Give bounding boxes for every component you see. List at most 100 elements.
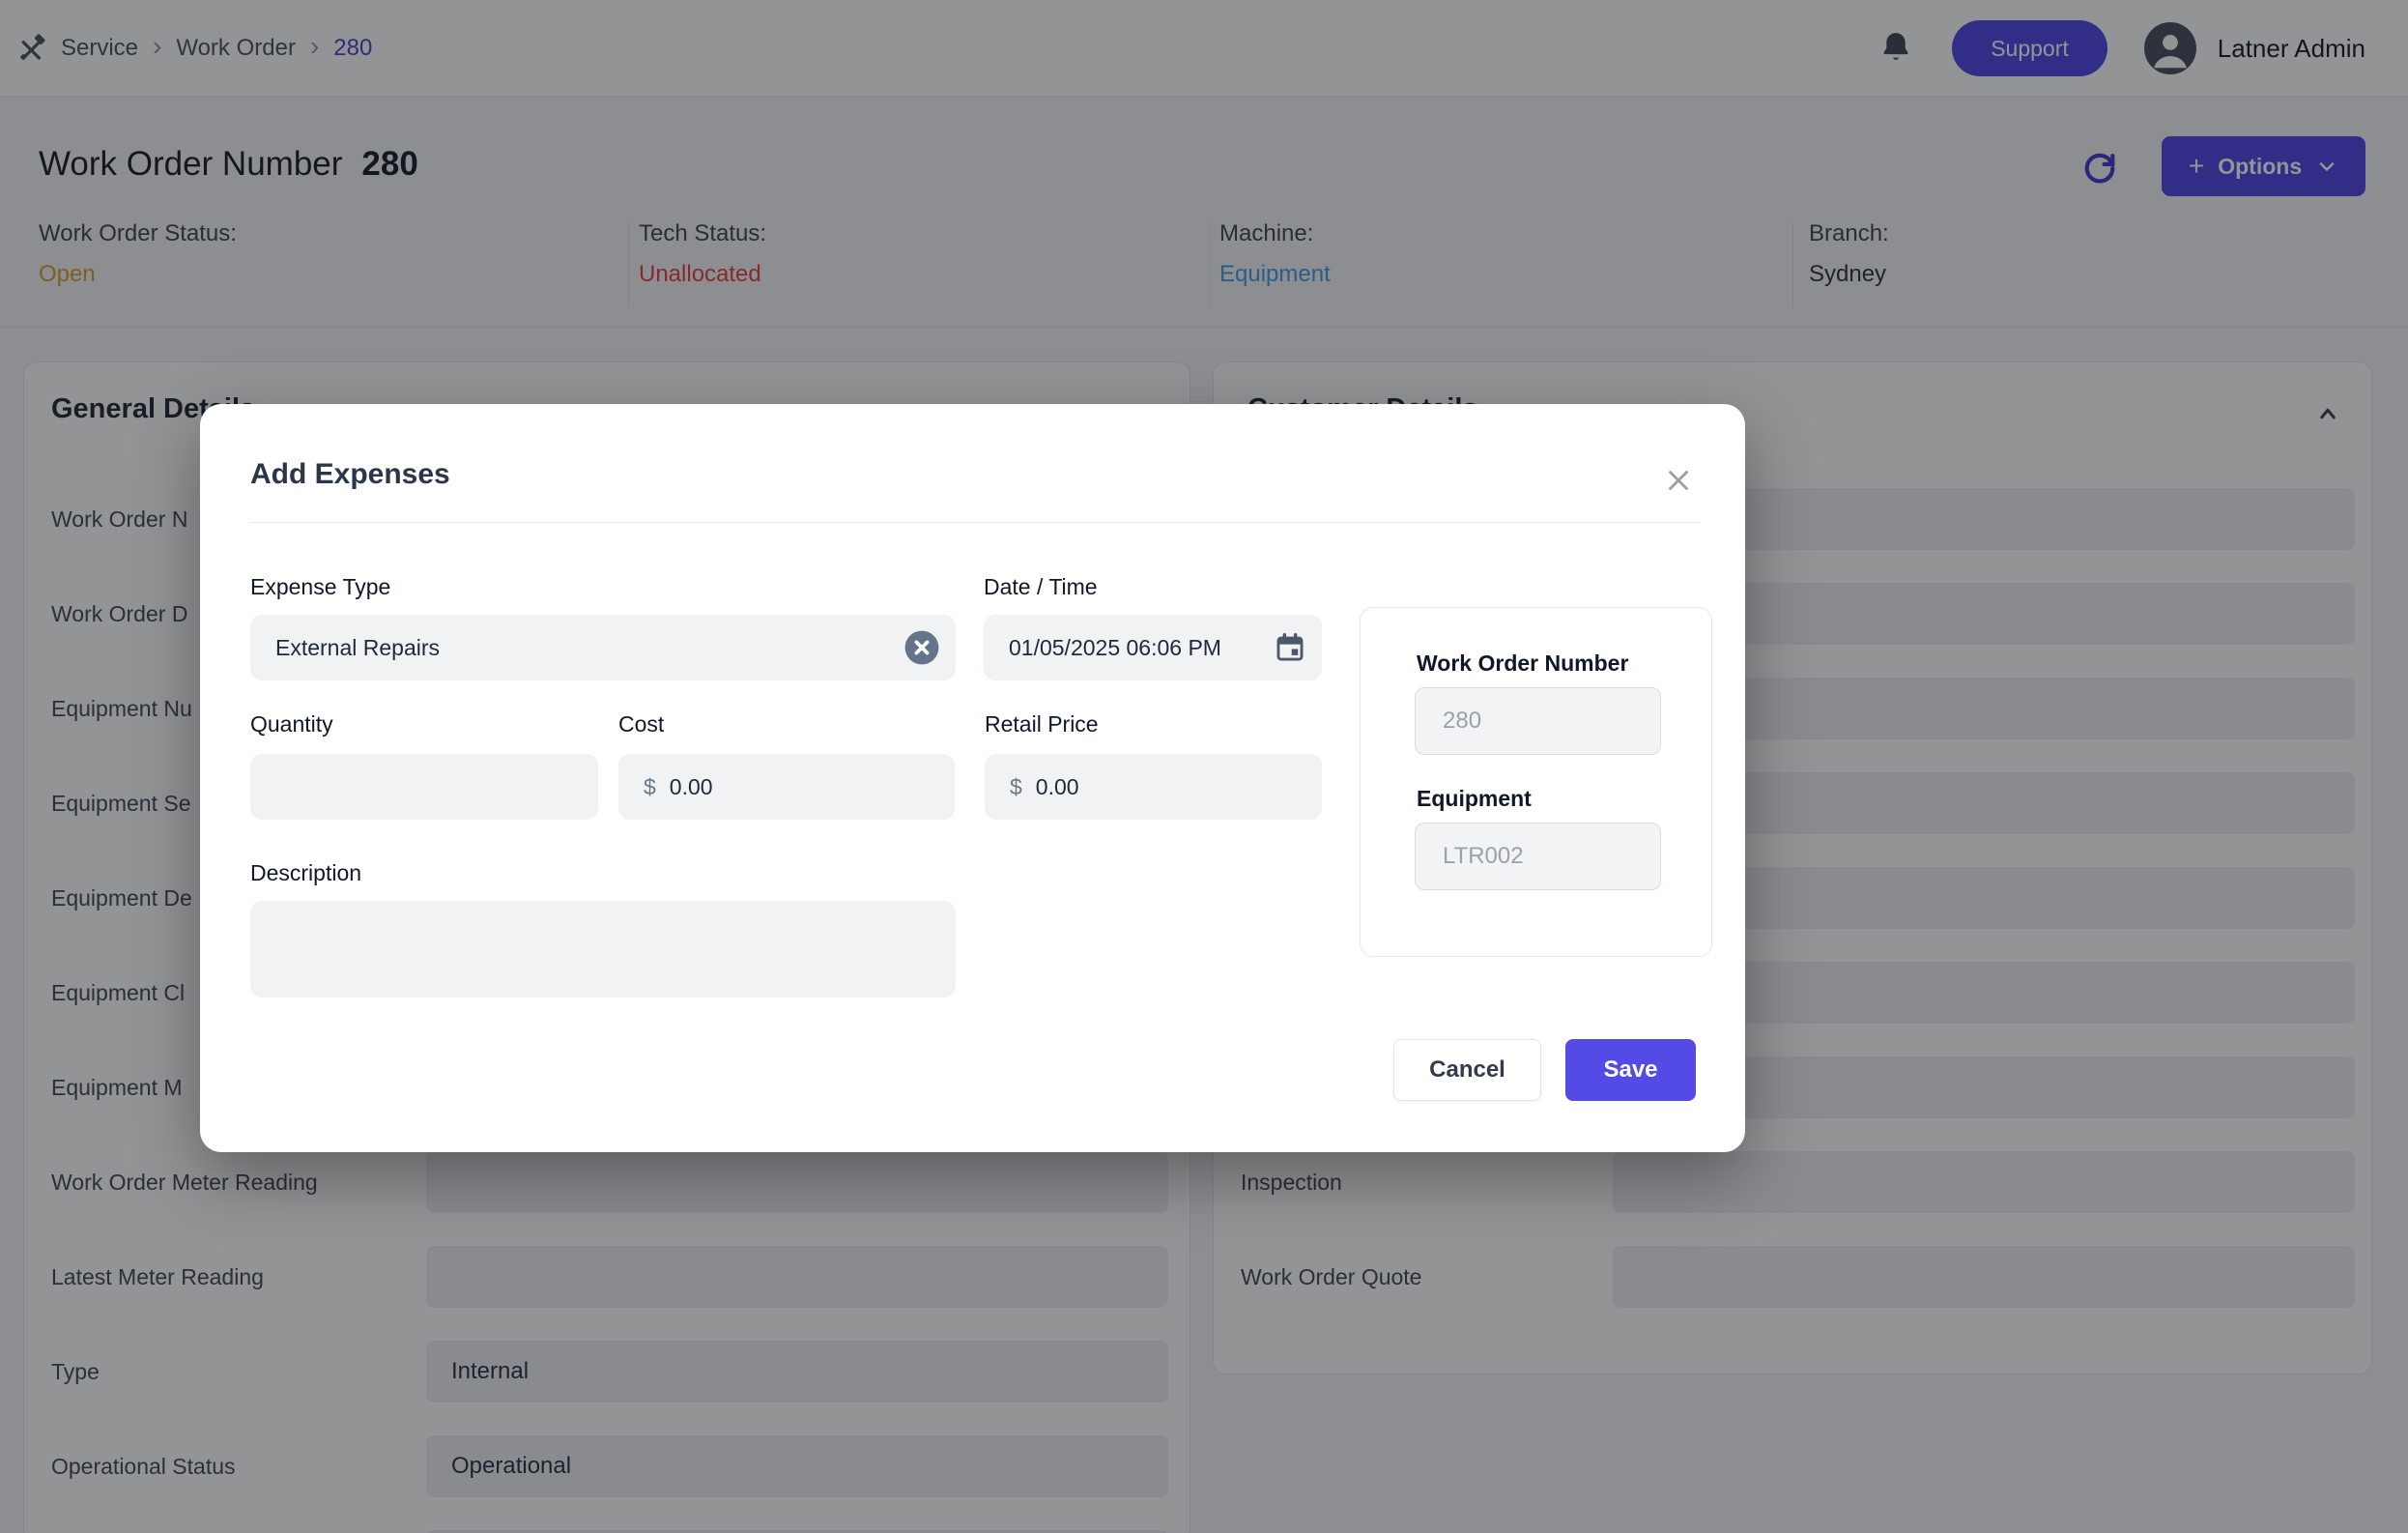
row-value-pill bbox=[1613, 1151, 2355, 1213]
status-label: Branch: bbox=[1809, 220, 1889, 246]
save-button[interactable]: Save bbox=[1565, 1039, 1696, 1101]
breadcrumb-separator: › bbox=[153, 31, 162, 61]
date-time-input[interactable]: 01/05/2025 06:06 PM bbox=[984, 615, 1322, 680]
summary-equipment-label: Equipment bbox=[1417, 786, 1532, 811]
summary-work-order-number-input: 280 bbox=[1415, 687, 1661, 755]
row-label: Equipment Se bbox=[51, 790, 191, 816]
refresh-icon bbox=[2079, 147, 2120, 188]
chevron-up-icon bbox=[2313, 399, 2342, 428]
expense-type-input[interactable]: External Repairs bbox=[250, 615, 956, 680]
date-time-label: Date / Time bbox=[984, 574, 1098, 599]
quantity-input[interactable] bbox=[250, 754, 598, 820]
row-label: Equipment Cl bbox=[51, 979, 186, 1005]
expense-type-label: Expense Type bbox=[250, 574, 391, 599]
row-label: Work Order Meter Reading bbox=[51, 1169, 318, 1195]
detail-row bbox=[24, 1530, 1190, 1533]
currency-prefix: $ bbox=[644, 773, 656, 799]
row-label: Work Order N bbox=[51, 506, 188, 532]
cost-label: Cost bbox=[618, 711, 665, 737]
row-value-pill bbox=[426, 1151, 1168, 1213]
topbar-actions: Support Latner Admin bbox=[1877, 0, 2365, 97]
topbar: Service › Work Order › 280 Support bbox=[0, 0, 2408, 97]
options-button[interactable]: + Options bbox=[2162, 136, 2365, 196]
row-label: Type bbox=[51, 1358, 100, 1384]
row-label: Work Order D bbox=[51, 600, 188, 626]
row-value-pill bbox=[1613, 1246, 2355, 1308]
detail-row: Work Order Meter Reading bbox=[24, 1151, 1190, 1213]
work-order-number: 280 bbox=[361, 145, 418, 183]
breadcrumb: Service › Work Order › 280 bbox=[17, 0, 372, 97]
detail-row: Operational Status Operational bbox=[24, 1435, 1190, 1497]
avatar bbox=[2143, 22, 2196, 74]
row-label: Inspection bbox=[1241, 1169, 1342, 1195]
detail-row-work-order-quote: Work Order Quote bbox=[1214, 1246, 2371, 1308]
summary-work-order-number-label: Work Order Number bbox=[1417, 651, 1629, 676]
status-value-branch: Sydney bbox=[1809, 261, 1887, 287]
retail-price-value: 0.00 bbox=[1035, 773, 1079, 799]
modal-title: Add Expenses bbox=[250, 458, 450, 490]
date-time-value: 01/05/2025 06:06 PM bbox=[1009, 634, 1221, 660]
bell-icon[interactable] bbox=[1877, 29, 1915, 68]
user-menu[interactable]: Latner Admin bbox=[2143, 22, 2365, 74]
breadcrumb-item-service[interactable]: Service bbox=[61, 35, 139, 61]
summary-equipment-input: LTR002 bbox=[1415, 823, 1661, 890]
status-label: Tech Status: bbox=[639, 220, 767, 246]
close-button[interactable] bbox=[1662, 464, 1695, 497]
refresh-button[interactable] bbox=[2079, 147, 2120, 188]
retail-price-label: Retail Price bbox=[985, 711, 1099, 737]
breadcrumb-item-current[interactable]: 280 bbox=[333, 35, 373, 61]
summary-card: Work Order Number 280 Equipment LTR002 bbox=[1360, 607, 1712, 957]
page-title: Work Order Number bbox=[39, 145, 343, 183]
description-input[interactable] bbox=[250, 901, 956, 998]
status-tech: Tech Status: Unallocated bbox=[639, 220, 766, 288]
status-value-open: Open bbox=[39, 261, 96, 287]
expense-type-value: External Repairs bbox=[275, 634, 441, 660]
tools-icon bbox=[17, 34, 46, 63]
status-label: Machine: bbox=[1219, 220, 1314, 246]
breadcrumb-item-work-order[interactable]: Work Order bbox=[176, 35, 296, 61]
row-value-pill: Internal bbox=[426, 1341, 1168, 1403]
divider bbox=[250, 522, 1701, 523]
collapse-button[interactable] bbox=[2313, 399, 2342, 428]
page-title-row: Work Order Number 280 bbox=[39, 145, 418, 184]
retail-price-input[interactable]: $ 0.00 bbox=[985, 754, 1322, 820]
status-work-order: Work Order Status: Open bbox=[39, 220, 237, 288]
divider bbox=[0, 327, 2408, 328]
status-bar: Work Order Status: Open Tech Status: Una… bbox=[0, 220, 2408, 327]
row-label: Latest Meter Reading bbox=[51, 1263, 264, 1289]
status-branch: Branch: Sydney bbox=[1809, 220, 1889, 288]
calendar-icon bbox=[1274, 631, 1306, 664]
row-label: Operational Status bbox=[51, 1453, 236, 1479]
row-value-pill: Operational bbox=[426, 1435, 1168, 1497]
row-label: Equipment Nu bbox=[51, 695, 192, 721]
quantity-label: Quantity bbox=[250, 711, 333, 737]
detail-row: Latest Meter Reading bbox=[24, 1246, 1190, 1308]
detail-row: Type Internal bbox=[24, 1341, 1190, 1403]
divider bbox=[1210, 222, 1211, 307]
divider bbox=[628, 222, 629, 307]
row-label: Work Order Quote bbox=[1241, 1263, 1422, 1289]
description-label: Description bbox=[250, 860, 362, 885]
breadcrumb-separator: › bbox=[309, 31, 320, 61]
clear-button[interactable] bbox=[903, 629, 940, 666]
close-icon bbox=[1662, 464, 1695, 497]
detail-row-inspection: Inspection bbox=[1214, 1151, 2371, 1213]
options-label: Options bbox=[2218, 153, 2303, 179]
cost-input[interactable]: $ 0.00 bbox=[618, 754, 955, 820]
add-expenses-modal: Add Expenses Expense Type External Repai… bbox=[200, 404, 1745, 1152]
cost-value: 0.00 bbox=[669, 773, 713, 799]
calendar-button[interactable] bbox=[1274, 631, 1306, 664]
user-name: Latner Admin bbox=[2217, 33, 2365, 63]
currency-prefix: $ bbox=[1010, 773, 1022, 799]
row-label: Equipment De bbox=[51, 884, 192, 911]
chevron-down-icon bbox=[2315, 155, 2338, 178]
row-value-pill bbox=[426, 1530, 1168, 1533]
support-button[interactable]: Support bbox=[1952, 20, 2107, 76]
machine-equipment-link[interactable]: Equipment bbox=[1219, 261, 1331, 287]
status-machine: Machine: Equipment bbox=[1219, 220, 1331, 288]
clear-icon bbox=[903, 629, 940, 666]
cancel-button[interactable]: Cancel bbox=[1393, 1039, 1541, 1101]
status-label: Work Order Status: bbox=[39, 220, 237, 246]
divider bbox=[1792, 222, 1793, 307]
